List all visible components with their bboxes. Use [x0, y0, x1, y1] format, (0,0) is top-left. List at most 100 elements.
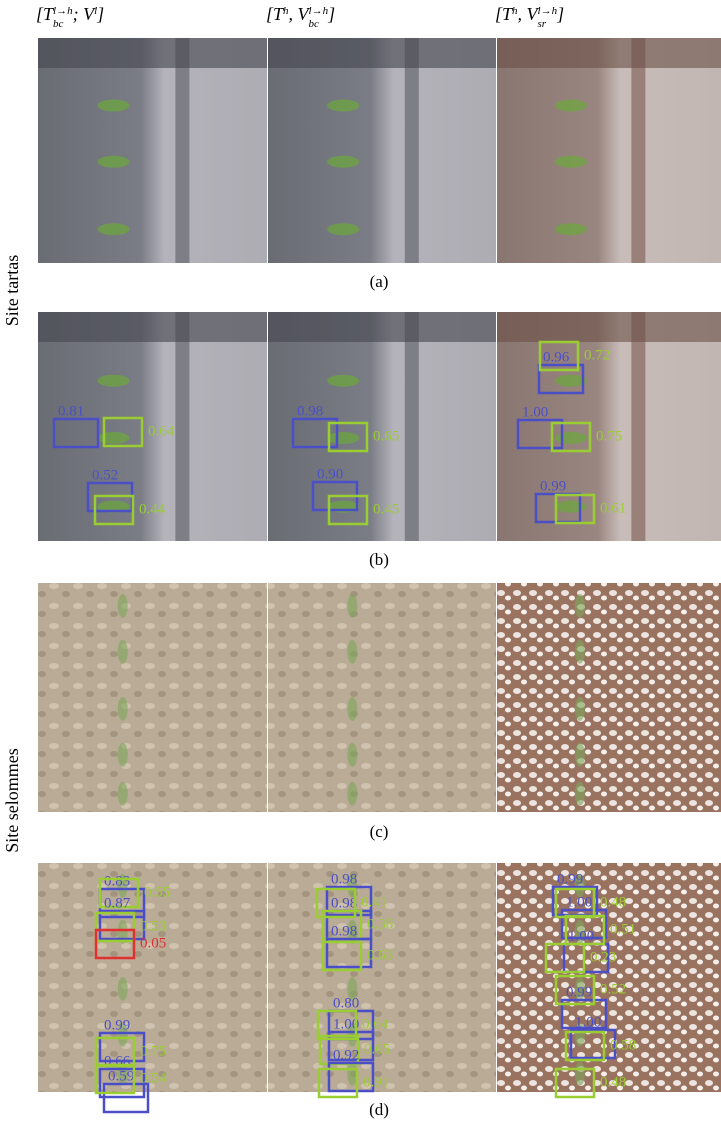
detection-score: 0.52	[92, 467, 118, 483]
photo	[268, 583, 496, 812]
header-text: ]	[557, 4, 564, 24]
detection-score: 0.65	[364, 1041, 390, 1057]
top-band	[38, 312, 267, 342]
detection-score: 0.58	[610, 1037, 636, 1053]
detection-score: 0.63	[367, 947, 393, 963]
detection-score: 0.98	[331, 871, 357, 887]
detection-score: 0.99	[540, 478, 566, 494]
plant	[98, 156, 130, 168]
header-sub: bc	[309, 19, 329, 30]
header-text: ; V	[73, 4, 95, 24]
soil-strip	[631, 312, 645, 541]
detection-score: 0.64	[362, 1016, 389, 1032]
detection-score: 0.44	[139, 501, 166, 517]
detection-score: 0.23	[590, 949, 616, 965]
detection-score: 0.38	[367, 916, 393, 932]
detection-score: 0.96	[543, 349, 570, 365]
plant	[118, 640, 128, 664]
column-header: [Tl→hbc; Vl]	[36, 4, 104, 30]
top-band	[497, 312, 721, 342]
detection-score: 0.45	[373, 501, 399, 517]
detection-score: 1.00	[522, 404, 548, 420]
detection-score: 0.51	[610, 921, 636, 937]
detection-score: 0.61	[600, 500, 626, 516]
plant	[327, 100, 359, 112]
panel-label: (b)	[349, 550, 409, 570]
plant	[327, 432, 359, 444]
plant	[347, 594, 357, 618]
soil-strip	[175, 38, 189, 263]
soil-strip	[405, 312, 419, 541]
detection-score: 0.91	[363, 1074, 389, 1090]
panel-label: (c)	[349, 822, 409, 842]
detection-score: 0.98	[331, 895, 357, 911]
soil-strip	[405, 38, 419, 263]
photo	[497, 583, 721, 812]
top-band	[497, 38, 721, 68]
row-label: Site tartas	[2, 254, 23, 325]
plant	[327, 156, 359, 168]
detection-score: 0.90	[317, 466, 343, 482]
plant	[98, 375, 130, 387]
header-text: ]	[328, 4, 335, 24]
detection-score: 0.98	[331, 923, 357, 939]
detection-score: 0.52	[600, 981, 626, 997]
figure: 0.81 0.64 0.52 0.44 0.98 0.65 0.90 0.45 0.96 0.72…	[0, 0, 721, 1128]
detection-score: 0.83	[104, 873, 130, 889]
detection-score: 0.48	[600, 894, 626, 910]
detection-score: 0.75	[140, 1043, 166, 1059]
detection-score: 1.00	[568, 928, 594, 944]
detection-score: 0.65	[373, 428, 399, 444]
plant	[347, 640, 357, 664]
plant	[98, 100, 130, 112]
header-text: , V	[289, 4, 309, 24]
plant	[555, 223, 587, 235]
detection-score: 0.75	[596, 428, 622, 444]
plant	[555, 501, 587, 513]
plant	[118, 782, 128, 806]
detection-score: 1.00	[575, 1014, 601, 1030]
photo	[38, 583, 267, 812]
top-band	[38, 38, 267, 68]
header-sup: l→h	[538, 6, 558, 17]
detection-score: 0.99	[557, 871, 583, 887]
plant	[555, 100, 587, 112]
header-sup: l→h	[309, 6, 329, 17]
panel-label: (a)	[349, 272, 409, 292]
header-text: , V	[518, 4, 538, 24]
header-sub: bc	[53, 19, 73, 30]
plant	[575, 697, 585, 721]
detection-score: 0.55	[144, 884, 170, 900]
plant	[347, 697, 357, 721]
plant	[575, 782, 585, 806]
detection-score: 0.99	[104, 1017, 130, 1033]
script: l→h bc	[309, 6, 329, 30]
panel-label: (d)	[349, 1100, 409, 1120]
plant	[347, 743, 357, 767]
plant	[575, 640, 585, 664]
photo	[38, 38, 267, 263]
photo	[497, 38, 721, 263]
plant	[118, 977, 128, 1001]
plant	[327, 375, 359, 387]
plant	[555, 156, 587, 168]
detection-score: 0.41	[361, 894, 387, 910]
detection-score: 0.81	[58, 403, 84, 419]
header-text: ]	[97, 4, 104, 24]
detection-score: 0.48	[600, 1074, 626, 1090]
detection-score: 0.64	[148, 423, 175, 439]
detection-score: 0.87	[104, 895, 131, 911]
detection-score: 1.00	[566, 894, 592, 910]
plant	[98, 432, 130, 444]
plant	[118, 594, 128, 618]
script: l→h bc	[53, 6, 73, 30]
top-band	[268, 312, 496, 342]
plant	[575, 743, 585, 767]
detection-score: 0.98	[297, 403, 323, 419]
detection-score: 0.72	[584, 347, 610, 363]
detection-score: 0.66	[104, 1053, 131, 1069]
column-header: [Th, Vl→hsr]	[495, 4, 564, 30]
header-sup: l→h	[53, 6, 73, 17]
detection-score: 0.99	[566, 984, 592, 1000]
